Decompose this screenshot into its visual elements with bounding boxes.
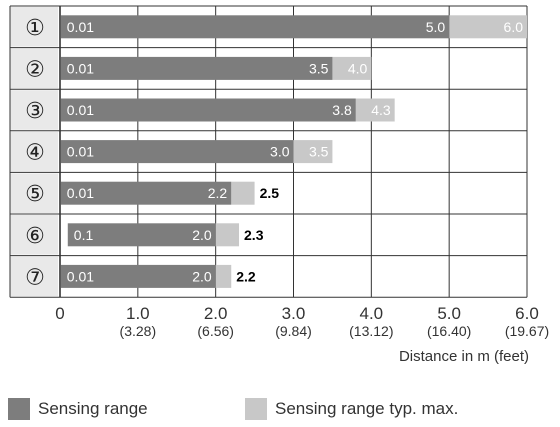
bar-sensing-range [67,223,216,247]
x-tick-sublabel: (9.84) [275,323,312,339]
bar-typ-max [293,140,333,164]
bar-sensing-range [60,181,232,205]
row-label-cell [10,256,58,297]
bar-typ-max [215,223,240,247]
bar-sensing-range [60,140,294,164]
row-label-cell [10,173,58,213]
legend-label-typ-max: Sensing range typ. max. [275,399,459,418]
bar-label-min: 0.01 [67,19,94,35]
row-label-cell [10,7,58,47]
row-label: ④ [25,140,45,165]
bar-label-range: 3.0 [270,144,290,160]
bar-typ-max [231,181,255,205]
bar-sensing-range [60,98,356,122]
x-tick-label: 5.0 [437,304,461,323]
bar-label-max: 4.0 [348,60,368,76]
x-tick-sublabel: (3.28) [120,323,157,339]
bar-typ-max [449,15,527,39]
bar-sensing-range [60,15,450,39]
row-label-cell [10,90,58,130]
x-tick-sublabel: (6.56) [197,323,234,339]
x-tick-sublabel: (13.12) [349,323,393,339]
bar-label-max: 6.0 [504,19,524,35]
row-label: ③ [25,98,45,123]
bar-label-max: 2.2 [236,268,256,284]
x-tick-label: 3.0 [282,304,306,323]
bar-label-max: 2.3 [244,227,264,243]
bar-label-min: 0.01 [67,185,94,201]
bar-label-min: 0.01 [67,60,94,76]
bar-label-min: 0.01 [67,102,94,118]
bar-typ-max [215,264,232,288]
bar-label-min: 0.1 [74,227,94,243]
bar-label-max: 3.5 [309,144,329,160]
x-tick-sublabel: (16.40) [427,323,471,339]
bar-typ-max [332,56,372,80]
x-tick-label: 1.0 [126,304,150,323]
legend-item-sensing-range: Sensing range [8,398,148,420]
row-label: ⑥ [25,223,45,248]
x-tick-label: 0 [55,304,64,323]
legend-swatch-typ-max [245,398,267,420]
row-label: ② [25,56,45,81]
x-tick-label: 2.0 [204,304,228,323]
bar-label-range: 2.0 [192,227,212,243]
bar-sensing-range [60,56,333,80]
legend-item-typ-max: Sensing range typ. max. [245,398,458,420]
row-label-cell [10,215,58,255]
bar-label-range: 5.0 [426,19,446,35]
bar-label-range: 3.8 [332,102,352,118]
x-axis-label: Distance in m (feet) [399,348,529,365]
legend-label-sensing-range: Sensing range [38,399,148,418]
x-tick-label: 4.0 [360,304,384,323]
bar-label-max: 4.3 [371,102,391,118]
legend-swatch-sensing-range [8,398,30,420]
bar-typ-max [355,98,395,122]
bar-label-min: 0.01 [67,268,94,284]
bar-label-max: 2.5 [260,185,280,201]
bar-sensing-range [60,264,216,288]
row-label: ⑤ [25,181,45,206]
row-label-cell [10,131,58,172]
row-label-cell [10,48,58,89]
bar-label-range: 3.5 [309,60,329,76]
row-label: ⑦ [25,264,45,289]
x-tick-label: 6.0 [515,304,539,323]
sensing-range-chart: ① 0.01 5.0 6.0 ② 0.01 3.5 4.0 ③ 0.01 3.8 4.3 ④ 0.01 3.… [9,5,549,365]
bar-label-range: 2.0 [192,268,212,284]
bar-label-min: 0.01 [67,144,94,160]
row-label: ① [25,15,45,40]
x-tick-sublabel: (19.67) [505,323,549,339]
bar-label-range: 2.2 [208,185,228,201]
